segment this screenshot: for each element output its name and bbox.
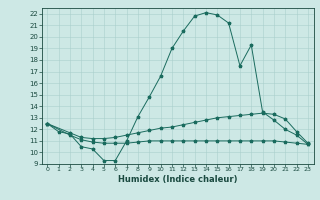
X-axis label: Humidex (Indice chaleur): Humidex (Indice chaleur) — [118, 175, 237, 184]
